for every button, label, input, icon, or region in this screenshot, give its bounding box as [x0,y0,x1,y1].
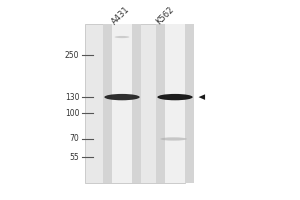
Bar [112,24,132,183]
Ellipse shape [115,36,129,38]
Bar [165,24,185,183]
Text: 55: 55 [70,153,79,162]
Polygon shape [199,94,205,100]
Ellipse shape [160,137,187,141]
Ellipse shape [104,94,140,100]
Text: 250: 250 [65,51,79,60]
Bar [103,24,141,183]
Text: 100: 100 [65,109,79,118]
Text: 70: 70 [70,134,79,143]
Ellipse shape [158,94,193,100]
Bar [85,24,185,183]
Bar [156,24,194,183]
Text: K562: K562 [154,5,176,26]
Text: 130: 130 [65,93,79,102]
Text: A431: A431 [110,4,131,26]
